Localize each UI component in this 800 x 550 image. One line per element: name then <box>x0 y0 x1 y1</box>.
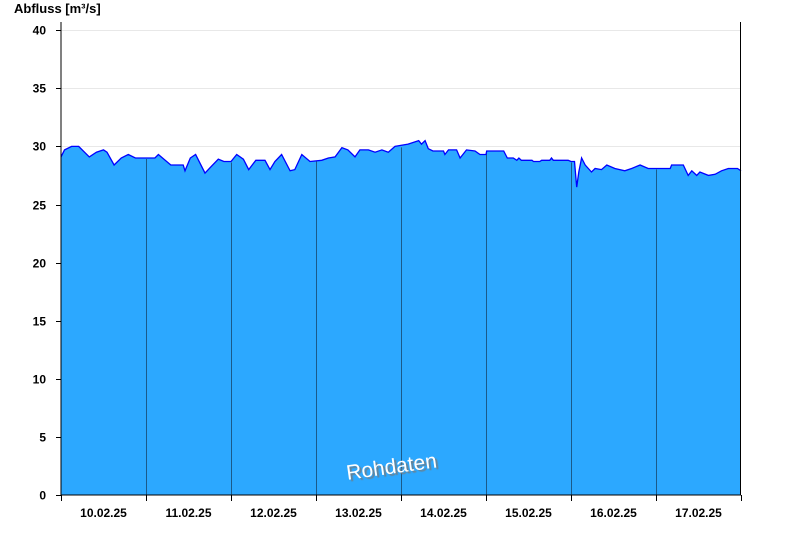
x-tick-label: 12.02.25 <box>250 506 297 520</box>
day-separator-lines <box>146 147 657 495</box>
y-tick-label: 40 <box>33 24 47 38</box>
x-tick-label: 11.02.25 <box>165 506 211 520</box>
x-tick-label: 17.02.25 <box>675 506 722 520</box>
x-tick-label: 15.02.25 <box>505 506 552 520</box>
y-tick-label: 35 <box>33 82 47 96</box>
x-tick-label: 10.02.25 <box>80 506 127 520</box>
x-tick-label: 14.02.25 <box>420 506 467 520</box>
y-tick-label: 10 <box>33 373 47 387</box>
x-tick-label: 13.02.25 <box>335 506 382 520</box>
y-ticks: 0 5 10 15 20 25 30 35 40 <box>33 24 61 503</box>
y-axis-label: Abfluss [m³/s] <box>14 1 101 16</box>
y-tick-label: 0 <box>39 489 46 503</box>
x-tick-label: 16.02.25 <box>590 506 637 520</box>
y-tick-label: 15 <box>33 315 47 329</box>
y-tick-label: 30 <box>33 140 47 154</box>
y-tick-label: 25 <box>33 199 47 213</box>
y-tick-label: 5 <box>39 431 46 445</box>
x-ticks: 10.02.25 11.02.25 12.02.25 13.02.25 14.02.25… <box>61 495 742 520</box>
y-tick-label: 20 <box>33 257 47 271</box>
discharge-line <box>60 139 742 188</box>
